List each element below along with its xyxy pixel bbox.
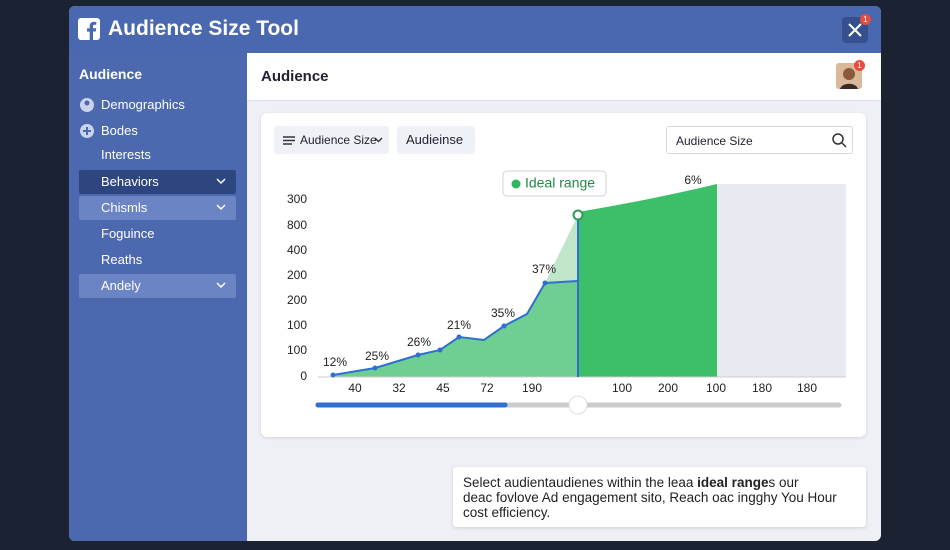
point-label: 6% — [684, 173, 702, 187]
y-label: 800 — [287, 218, 307, 232]
sidebar-item[interactable]: Behaviors — [79, 170, 236, 194]
area — [578, 184, 717, 377]
y-label: 0 — [300, 369, 307, 383]
area — [333, 281, 578, 377]
sidebar-item[interactable]: Foguince — [79, 222, 236, 246]
y-label: 100 — [287, 318, 307, 332]
x-label: 200 — [658, 381, 678, 395]
plot-region — [717, 184, 846, 377]
sidebar-label: Foguince — [101, 226, 155, 241]
sidebar: Audience Demographics Bodes Interests Behav… — [69, 53, 247, 541]
y-label: 100 — [287, 343, 307, 357]
badge: 1 — [854, 60, 865, 71]
point-label: 21% — [447, 318, 471, 332]
x-label: 190 — [522, 381, 542, 395]
point-label: 26% — [407, 335, 431, 349]
ideal-badge — [502, 170, 607, 197]
sidebar-title: Audience — [79, 66, 143, 82]
sidebar-item[interactable]: Demographics — [79, 93, 236, 117]
sidebar-label: Bodes — [101, 123, 138, 138]
line — [332, 280, 579, 376]
main-title: Audience — [261, 68, 329, 85]
point-label: 35% — [491, 306, 515, 320]
point-label: 25% — [365, 349, 389, 363]
sidebar-label: Andely — [101, 278, 141, 293]
sidebar-item[interactable]: Andely — [79, 274, 236, 298]
tools-button[interactable]: 1 — [842, 14, 871, 43]
note-text: deac fovlove Ad engagement sito, Reach o… — [463, 490, 837, 505]
y-label: 400 — [287, 243, 307, 257]
sidebar-item[interactable]: Interests — [79, 143, 236, 167]
x-label: 45 — [436, 381, 450, 395]
sidebar-label: Demographics — [101, 97, 185, 112]
points — [330, 280, 548, 378]
ideal-dot — [511, 179, 521, 189]
sidebar-label: Interests — [101, 147, 151, 162]
sidebar-item[interactable]: Bodes — [79, 119, 236, 143]
search-text: Audience Size — [676, 134, 753, 148]
x-label: 180 — [752, 381, 772, 395]
note-text: cost efficiency. — [463, 505, 551, 520]
note: Select audientaudienes within the leaa i… — [453, 467, 866, 527]
x-label: 100 — [706, 381, 726, 395]
x-label: 32 — [392, 381, 406, 395]
sidebar-label: Reaths — [101, 252, 143, 267]
sidebar-item[interactable]: Reaths — [79, 248, 236, 272]
x-label: 72 — [480, 381, 494, 395]
sidebar-label: Behaviors — [101, 174, 159, 189]
y-label: 300 — [287, 192, 307, 206]
y-label: 200 — [287, 268, 307, 282]
main-header: Audience 1 — [247, 53, 881, 101]
point-label: 37% — [532, 262, 556, 276]
chevron — [216, 282, 226, 289]
tab[interactable]: Audieinse — [397, 126, 475, 154]
ideal-label: Ideal range — [525, 175, 595, 191]
y-label: 200 — [287, 293, 307, 307]
sidebar-item[interactable]: Chismls — [79, 196, 236, 220]
icon — [80, 124, 94, 138]
header: Audience Size Tool 1 — [69, 6, 881, 53]
note-text: Select audientaudienes within the leaa — [463, 475, 698, 490]
avatar[interactable]: 1 — [836, 60, 865, 89]
logo — [78, 18, 100, 40]
sidebar-label: Chismls — [101, 200, 148, 215]
chevron — [216, 178, 226, 185]
dropdown-label: Audience Size — [300, 133, 377, 147]
search[interactable]: Audience Size — [666, 126, 853, 154]
dropdown[interactable]: Audience Size — [274, 126, 389, 154]
icon — [80, 98, 94, 112]
slider-knob[interactable] — [568, 395, 588, 415]
badge: 1 — [860, 14, 871, 25]
app-title: Audience Size Tool — [108, 17, 299, 40]
x-label: 100 — [612, 381, 632, 395]
point-label: 12% — [323, 355, 347, 369]
x-label: 180 — [797, 381, 817, 395]
x-label: 40 — [348, 381, 362, 395]
ideal-point — [572, 209, 584, 221]
note-bold: ideal range — [697, 475, 769, 490]
note-text: s our — [768, 475, 799, 490]
chevron — [216, 204, 226, 211]
